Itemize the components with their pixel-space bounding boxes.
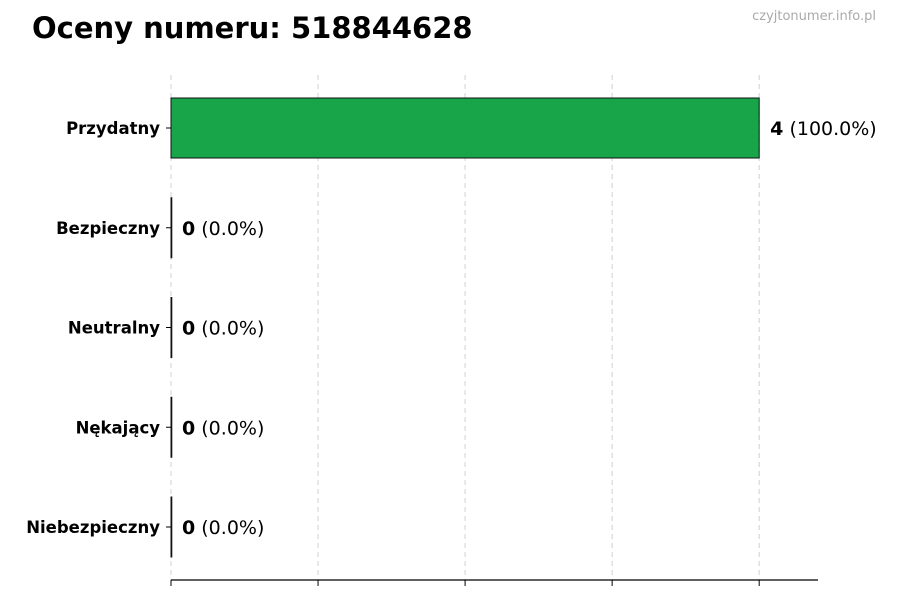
- category-label: Niebezpieczny: [26, 518, 160, 537]
- data-label: 0 (0.0%): [182, 517, 264, 539]
- category-label: Bezpieczny: [56, 219, 160, 238]
- bar-2: [170, 297, 173, 358]
- data-label: 0 (0.0%): [182, 318, 264, 340]
- watermark: czyjtonumer.info.pl: [752, 9, 876, 24]
- data-label-count: 0: [182, 218, 195, 240]
- data-label-percent: (0.0%): [195, 318, 264, 340]
- category-label: Przydatny: [66, 119, 160, 138]
- chart-title: Oceny numeru: 518844628: [32, 11, 473, 45]
- bar-3: [170, 396, 173, 458]
- data-label-percent: (0.0%): [195, 417, 264, 439]
- data-label-count: 0: [182, 417, 195, 439]
- data-label: 0 (0.0%): [182, 218, 264, 240]
- data-label-percent: (100.0%): [783, 118, 876, 140]
- bar-1: [170, 197, 173, 259]
- category-label: Neutralny: [68, 319, 160, 338]
- data-label: 0 (0.0%): [182, 417, 264, 439]
- data-label-count: 0: [182, 318, 195, 340]
- data-label-count: 4: [770, 118, 783, 140]
- category-label: Nękający: [76, 418, 161, 437]
- data-label: 4 (100.0%): [770, 118, 877, 140]
- data-label-percent: (0.0%): [195, 218, 264, 240]
- bar-0: [170, 97, 760, 159]
- data-label-count: 0: [182, 517, 195, 539]
- data-label-percent: (0.0%): [195, 517, 264, 539]
- bar-4: [170, 496, 173, 558]
